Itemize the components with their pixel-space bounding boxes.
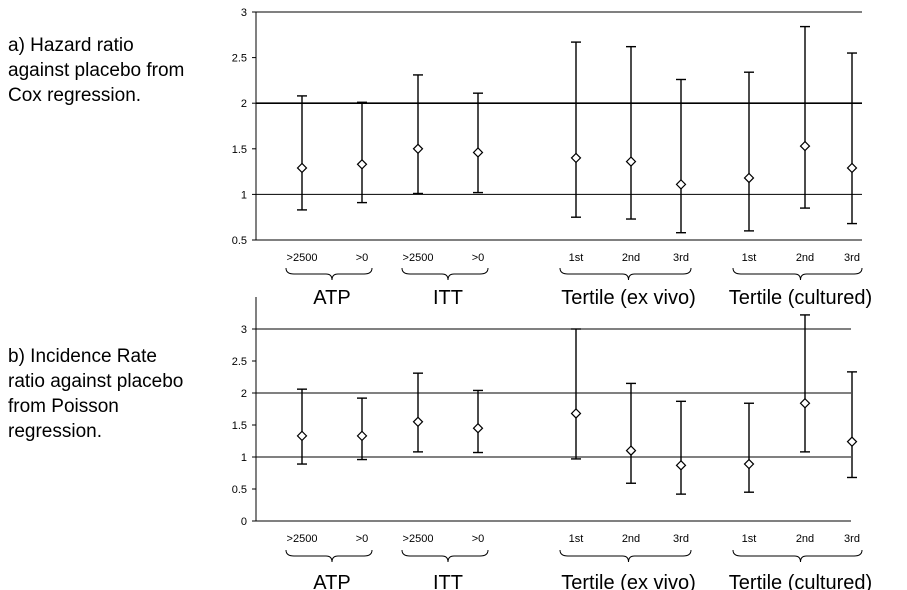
group-label: Tertile (ex vivo) xyxy=(561,287,695,309)
category-label: 3rd xyxy=(673,252,689,264)
category-label: >0 xyxy=(356,252,369,264)
group-label: Tertile (cultured) xyxy=(729,287,872,309)
y-tick-label: 1 xyxy=(241,189,247,201)
group-label: ITT xyxy=(433,572,463,590)
point-marker xyxy=(296,430,308,442)
point-marker xyxy=(570,152,582,164)
y-tick-label: 3 xyxy=(241,324,247,336)
group-brace xyxy=(559,267,692,281)
y-tick-label: 0 xyxy=(241,516,247,528)
category-label: >2500 xyxy=(287,533,318,545)
y-tick-label: 2 xyxy=(241,388,247,400)
category-label: >2500 xyxy=(287,252,318,264)
point-marker xyxy=(296,162,308,174)
point-marker xyxy=(356,430,368,442)
point-marker xyxy=(743,172,755,184)
point-marker xyxy=(356,158,368,170)
group-brace xyxy=(732,267,863,281)
group-brace xyxy=(732,549,863,563)
category-label: 2nd xyxy=(622,252,640,264)
category-label: 2nd xyxy=(796,252,814,264)
point-marker xyxy=(570,408,582,419)
point-marker xyxy=(675,459,687,471)
category-label: >2500 xyxy=(403,252,434,264)
point-marker xyxy=(799,397,811,409)
point-marker xyxy=(846,436,858,447)
point-marker xyxy=(412,143,424,155)
category-label: >0 xyxy=(472,533,485,545)
point-marker xyxy=(675,179,687,190)
category-label: 1st xyxy=(742,252,757,264)
y-tick-label: 0.5 xyxy=(232,235,247,247)
panel-a-title: a) Hazard ratio against placebo from Cox… xyxy=(8,35,185,106)
group-brace xyxy=(285,267,373,281)
point-marker xyxy=(472,147,484,158)
group-brace xyxy=(285,549,373,563)
y-tick-label: 3 xyxy=(241,7,247,19)
category-label: >0 xyxy=(356,533,369,545)
group-brace xyxy=(401,549,489,563)
category-label: 3rd xyxy=(844,252,860,264)
group-brace xyxy=(559,549,692,563)
group-label: ATP xyxy=(313,572,350,590)
y-tick-label: 2 xyxy=(241,98,247,110)
y-tick-label: 0.5 xyxy=(232,484,247,496)
panel-b-title: b) Incidence Rate ratio against placebo … xyxy=(8,346,184,442)
point-marker xyxy=(625,445,637,456)
category-label: 3rd xyxy=(673,533,689,545)
group-brace xyxy=(401,267,489,281)
category-label: 1st xyxy=(569,252,584,264)
point-marker xyxy=(412,416,424,428)
group-label: Tertile (ex vivo) xyxy=(561,572,695,590)
category-label: 1st xyxy=(742,533,757,545)
point-marker xyxy=(625,156,637,167)
point-marker xyxy=(846,162,858,174)
category-label: 1st xyxy=(569,533,584,545)
y-tick-label: 2.5 xyxy=(232,356,247,368)
category-label: 3rd xyxy=(844,533,860,545)
category-label: >2500 xyxy=(403,533,434,545)
y-tick-label: 1 xyxy=(241,452,247,464)
category-label: >0 xyxy=(472,252,485,264)
group-label: ITT xyxy=(433,287,463,309)
point-marker xyxy=(472,422,484,434)
group-label: ATP xyxy=(313,287,350,309)
y-tick-label: 1.5 xyxy=(232,420,247,432)
y-tick-label: 1.5 xyxy=(232,144,247,156)
point-marker xyxy=(799,140,811,152)
y-tick-label: 2.5 xyxy=(232,53,247,65)
group-label: Tertile (cultured) xyxy=(729,572,872,590)
category-label: 2nd xyxy=(622,533,640,545)
point-marker xyxy=(743,458,755,470)
category-label: 2nd xyxy=(796,533,814,545)
